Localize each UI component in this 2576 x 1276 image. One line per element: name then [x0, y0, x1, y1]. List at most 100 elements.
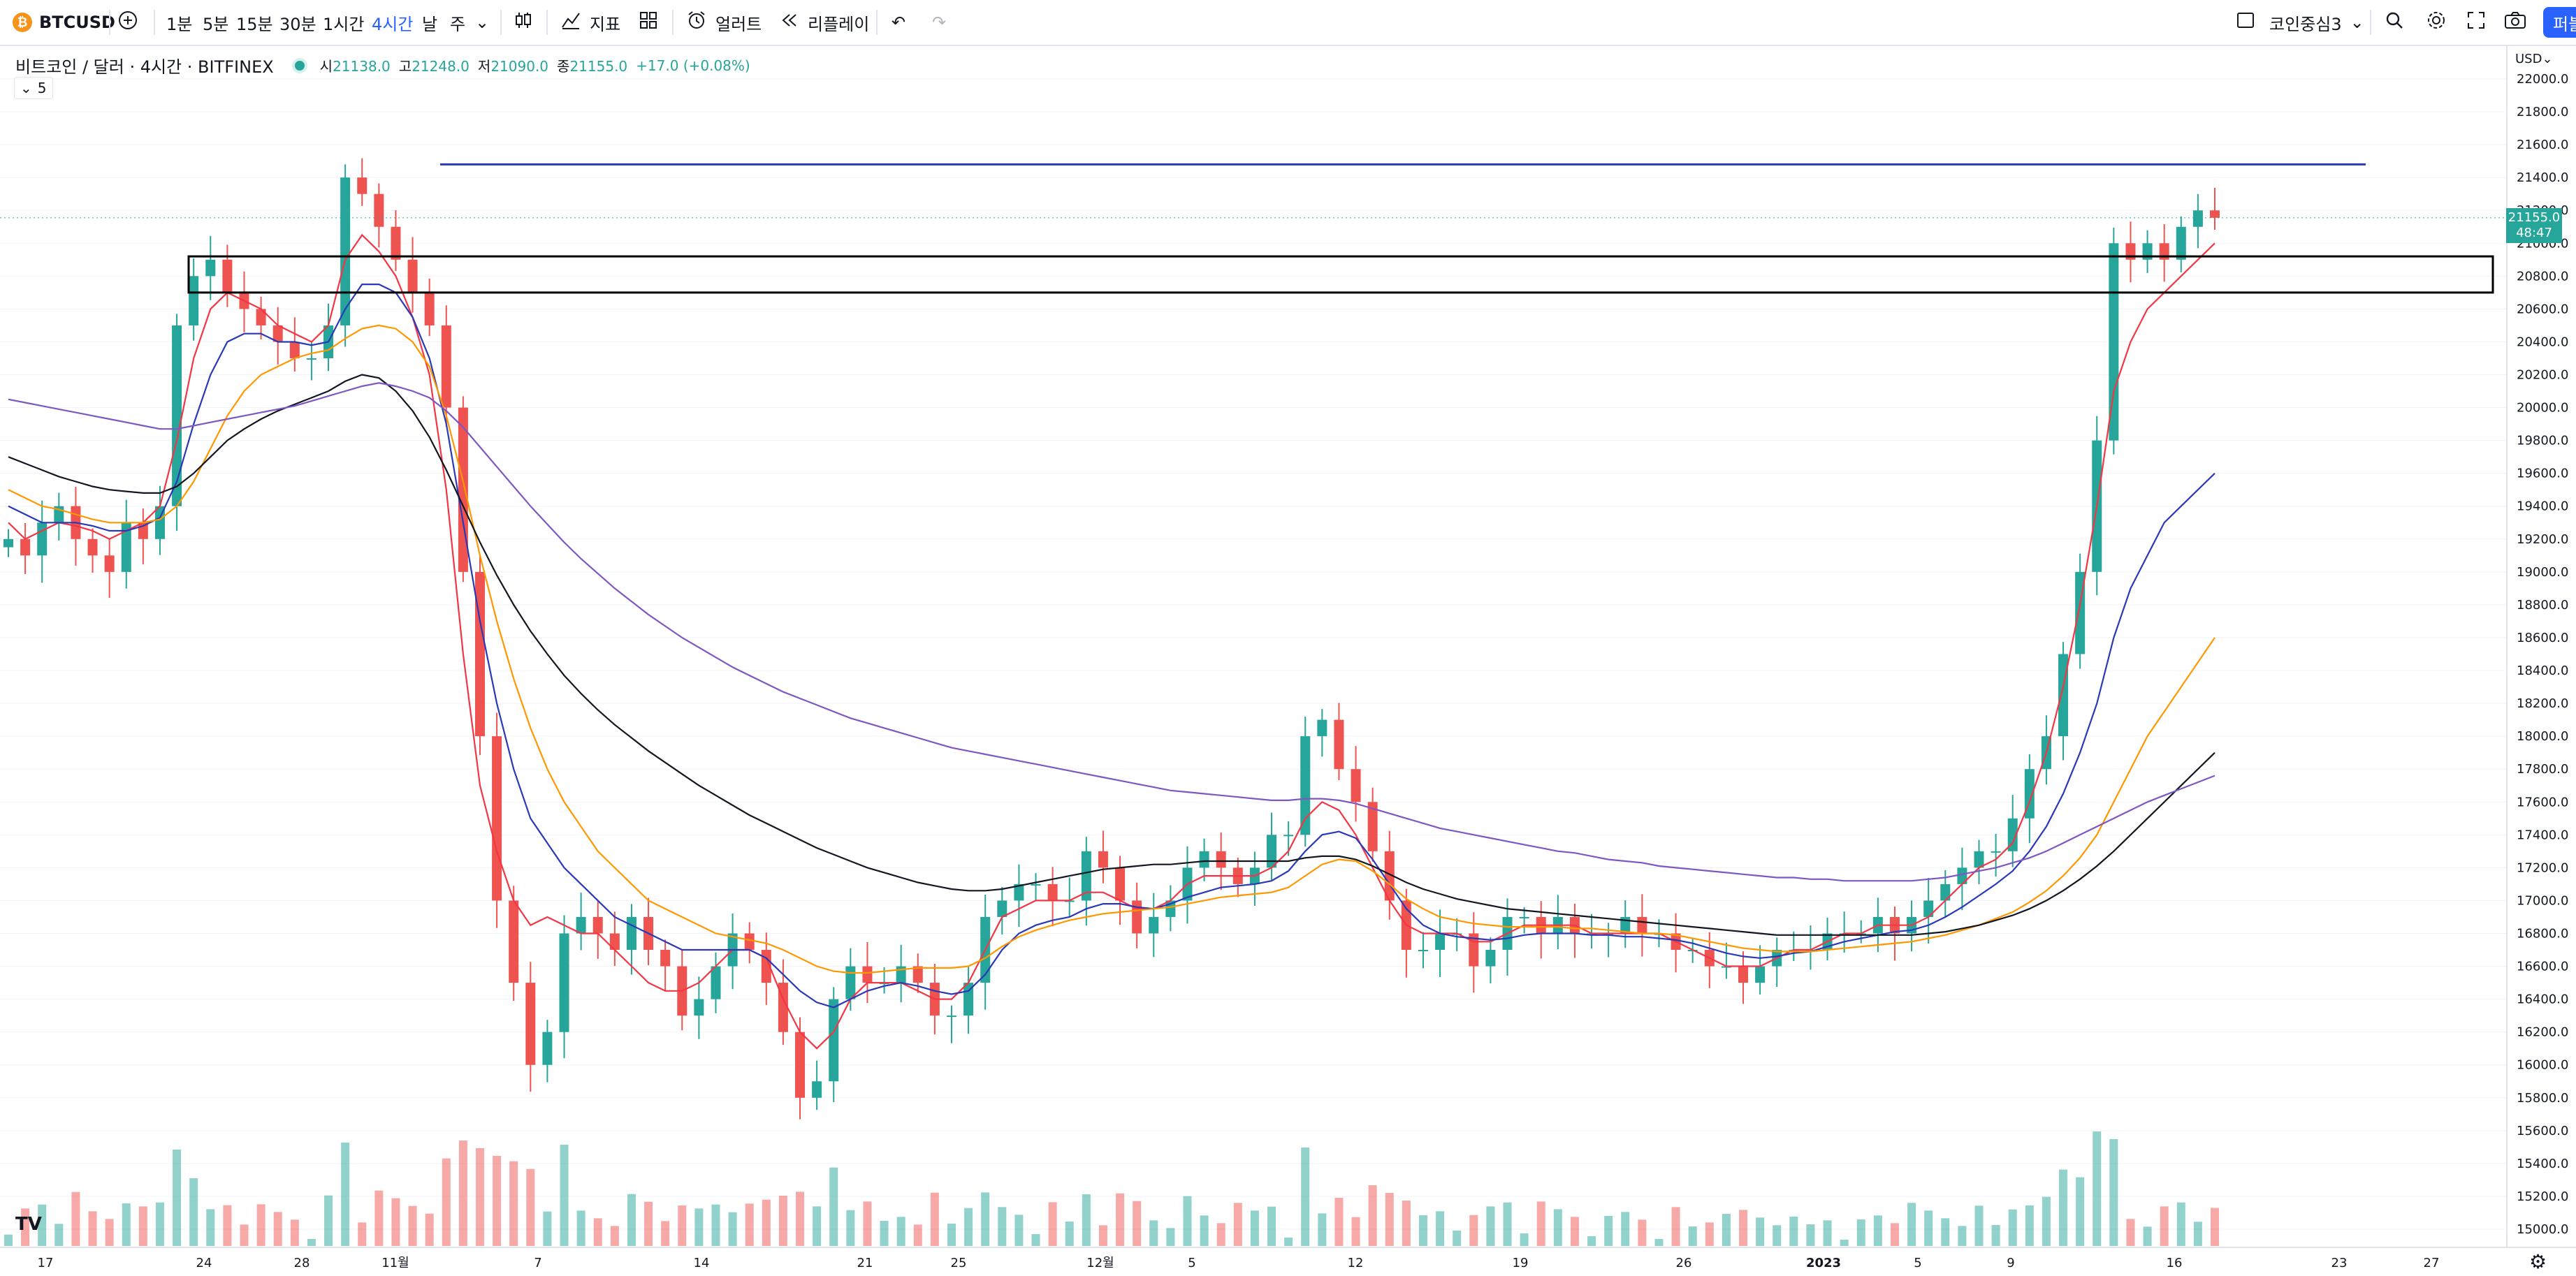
chart-type-button[interactable] — [513, 0, 534, 45]
moving-average-line — [8, 382, 2215, 882]
price-tick-label: 16800.0 — [2517, 926, 2568, 941]
bitcoin-icon: ₿ — [13, 13, 32, 32]
volume-bar — [1873, 1215, 1882, 1246]
candle-body — [1283, 835, 1294, 837]
interval-1h[interactable]: 1시간 — [323, 14, 365, 34]
volume-bar — [2176, 1202, 2185, 1246]
interval-dropdown[interactable]: ⌄ — [475, 0, 489, 45]
interval-5m[interactable]: 5분 — [203, 14, 229, 34]
time-tick-label: 5 — [1188, 1256, 1195, 1270]
price-tick-label: 15800.0 — [2517, 1091, 2568, 1106]
volume-bar — [1823, 1220, 1832, 1246]
candle-body — [592, 916, 603, 934]
volume-bar — [627, 1194, 636, 1246]
candle-body — [87, 538, 98, 556]
volume-bar — [1688, 1226, 1697, 1246]
price-chart[interactable]: 22000.021800.021600.021400.021200.021000… — [0, 46, 2576, 1276]
price-tick-label: 20200.0 — [2517, 368, 2568, 383]
publish-button[interactable]: 퍼블 — [2543, 7, 2576, 38]
candle-body — [542, 1032, 553, 1065]
interval-30m[interactable]: 30분 — [279, 14, 316, 34]
volume-bar — [896, 1217, 905, 1246]
chevron-down-icon: ⌄ — [2542, 52, 2553, 66]
compare-add-button[interactable] — [117, 0, 138, 45]
redo-button[interactable]: ↷ — [932, 0, 946, 45]
volume-bar — [2193, 1222, 2202, 1246]
volume-bar — [796, 1191, 805, 1246]
chart-pane[interactable]: 22000.021800.021600.021400.021200.021000… — [0, 46, 2576, 1276]
volume-bar — [1048, 1202, 1057, 1246]
currency-selector[interactable]: USD⌄ — [2515, 52, 2553, 66]
undo-button[interactable]: ↶ — [892, 0, 905, 45]
templates-button[interactable] — [639, 0, 658, 45]
volume-bar — [728, 1212, 737, 1246]
gear-icon[interactable]: ⚙ — [2529, 1250, 2547, 1273]
volume-bar — [206, 1209, 215, 1246]
candle-body — [576, 916, 586, 934]
interval-1m[interactable]: 1분 — [166, 14, 193, 34]
chart-legend: 비트코인 / 달러 · 4시간 · BITFINEX 시21138.0 고212… — [15, 53, 759, 78]
candle-body — [1738, 966, 1749, 983]
replay-button[interactable]: 리플레이 — [780, 0, 869, 45]
snapshot-button[interactable] — [2504, 0, 2526, 45]
candle-body — [1418, 950, 1428, 952]
volume-bar — [374, 1190, 384, 1246]
interval-day[interactable]: 날 — [422, 14, 438, 34]
indicators-button[interactable]: 지표 — [560, 0, 620, 45]
interval-week[interactable]: 주 — [450, 14, 466, 34]
alarm-clock-icon — [686, 10, 707, 35]
volume-bar — [1368, 1185, 1377, 1246]
settings-button[interactable] — [2426, 0, 2447, 45]
volume-bar — [1031, 1234, 1040, 1246]
price-tick-label: 21400.0 — [2517, 170, 2568, 185]
toolbar-divider — [154, 10, 155, 35]
price-tick-label: 18400.0 — [2517, 663, 2568, 678]
volume-bar — [1520, 1233, 1529, 1246]
interval-4h[interactable]: 4시간 — [372, 14, 414, 34]
time-tick-label: 24 — [196, 1256, 212, 1270]
candlestick-icon — [513, 10, 534, 35]
publish-label: 퍼블 — [2553, 14, 2576, 34]
candle-body — [1367, 802, 1378, 851]
time-tick-label: 28 — [294, 1256, 310, 1270]
alert-button[interactable]: 얼러트 — [686, 0, 762, 45]
volume-bar — [762, 1199, 771, 1246]
time-tick-label: 14 — [694, 1256, 710, 1270]
candle-body — [1755, 966, 1766, 983]
gear-icon — [2426, 10, 2447, 35]
volume-bar — [307, 1239, 316, 1246]
candle-body — [357, 177, 368, 194]
candle-body — [289, 342, 300, 358]
last-price-label: 21155.0 48:47 — [2506, 208, 2562, 243]
volume-bar — [1133, 1201, 1142, 1246]
volume-bar — [2093, 1131, 2102, 1246]
redo-icon: ↷ — [932, 13, 947, 32]
grid-icon — [639, 10, 658, 34]
price-tick-label: 15600.0 — [2517, 1124, 2568, 1138]
layout-button[interactable]: 코인중심3 ⌄ — [2236, 0, 2364, 45]
indicators-toggle[interactable]: ⌄ 5 — [14, 77, 53, 99]
interval-15m[interactable]: 15분 — [236, 14, 273, 34]
search-button[interactable] — [2384, 0, 2405, 45]
tradingview-logo[interactable]: TV — [15, 1214, 42, 1235]
volume-bar — [1469, 1215, 1478, 1246]
symbol-search-button[interactable]: ₿ BTCUSD — [13, 0, 115, 45]
candle-body — [1991, 851, 2001, 853]
fullscreen-button[interactable] — [2466, 0, 2486, 45]
volume-bar — [1385, 1193, 1394, 1246]
volume-bars — [4, 1131, 2219, 1246]
candle-body — [525, 983, 536, 1065]
candle-body — [374, 193, 384, 227]
candle-body — [205, 259, 216, 277]
symbol-label: BTCUSD — [39, 13, 115, 32]
time-tick-label: 7 — [534, 1256, 541, 1270]
volume-bar — [240, 1224, 249, 1246]
toolbar-divider — [546, 10, 548, 35]
square-layout-icon — [2236, 10, 2255, 34]
price-tick-label: 18000.0 — [2517, 729, 2568, 744]
volume-bar — [173, 1150, 182, 1246]
candle-body — [795, 1032, 806, 1098]
price-tick-label: 16400.0 — [2517, 992, 2568, 1007]
candle-body — [1435, 933, 1446, 951]
symbol-title[interactable]: 비트코인 / 달러 · 4시간 · BITFINEX — [15, 57, 274, 77]
